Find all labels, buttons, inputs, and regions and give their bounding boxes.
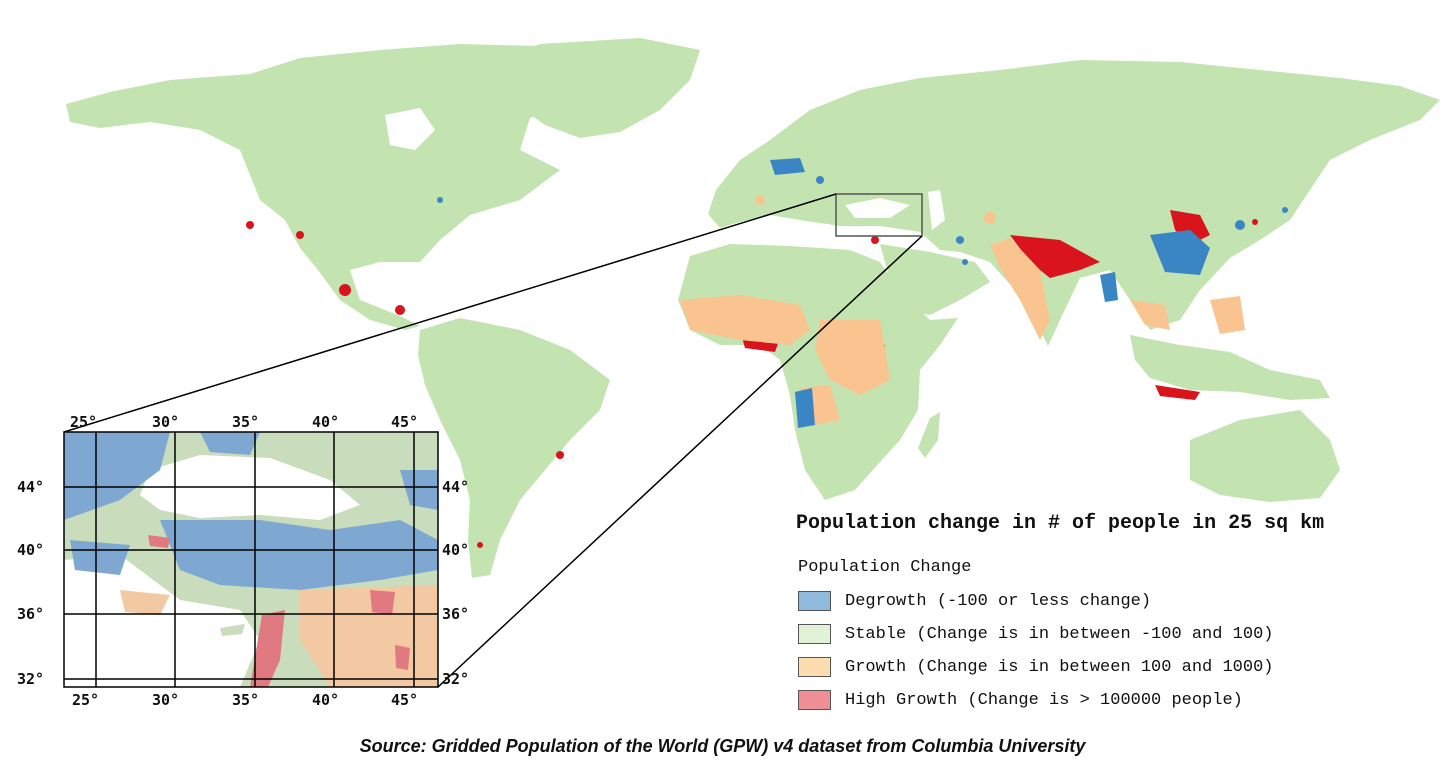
lon-label-top: 35° [232,413,259,431]
greenland-landmass [470,38,700,138]
legend-swatch-growth [798,657,831,677]
australia-landmass [1190,410,1340,502]
hudson-bay [385,108,435,150]
lat-label-left: 32° [17,670,44,688]
north-america-landmass [66,44,650,330]
lat-label-right: 32° [442,670,469,688]
legend-label: High Growth (Change is > 100000 people) [845,690,1243,710]
legend-label: Growth (Change is in between 100 and 100… [845,657,1274,677]
lat-label-right: 36° [442,605,469,623]
legend-title: Population change in # of people in 25 s… [796,512,1325,535]
legend-item-stable: Stable (Change is in between -100 and 10… [798,622,1273,646]
legend-label: Stable (Change is in between -100 and 10… [845,624,1274,644]
lon-label-bottom: 45° [391,691,418,709]
lon-label-bottom: 40° [312,691,339,709]
south-america-landmass [418,318,610,578]
inset-connector-line [437,235,923,688]
inset-connector-line [63,193,837,433]
growth-regions [680,195,1245,425]
lon-label-bottom: 35° [232,691,259,709]
legend-item-high-growth: High Growth (Change is > 100000 people) [798,688,1243,712]
lon-label-top: 25° [70,413,97,431]
source-caption: Source: Gridded Population of the World … [359,736,1086,756]
zoom-region-box [835,193,923,237]
lat-label-right: 40° [442,541,469,559]
legend-swatch-degrowth [798,591,831,611]
legend-heading: Population Change [798,558,972,577]
japan-landmass [1258,180,1300,238]
lon-label-bottom: 30° [152,691,179,709]
lon-label-top: 30° [152,413,179,431]
black-sea [845,198,910,218]
lat-label-left: 36° [17,605,44,623]
inset-graticule [64,432,438,687]
inset-mediterranean [64,555,260,687]
inset-map: 25° 30° 35° 40° 45° 25° 30° 35° 40° 45° … [17,413,469,709]
inset-cyprus [220,624,245,636]
inset-high-growth [148,535,410,687]
southeast-asia-islands [1130,335,1330,400]
legend-item-growth: Growth (Change is in between 100 and 100… [798,655,1273,679]
mediterranean-sea [740,222,870,246]
legend-swatch-stable [798,624,831,644]
lat-label-right: 44° [442,478,469,496]
degrowth-regions [437,158,1288,428]
eurasia-landmass [708,60,1440,346]
lon-label-bottom: 25° [72,691,99,709]
legend-swatch-high-growth [798,690,831,710]
lat-label-left: 40° [17,541,44,559]
lon-label-top: 40° [312,413,339,431]
legend-label: Degrowth (-100 or less change) [845,591,1152,611]
lat-label-left: 44° [17,478,44,496]
caspian-sea [928,190,945,230]
madagascar-landmass [918,412,940,458]
lon-label-top: 45° [391,413,418,431]
legend-item-degrowth: Degrowth (-100 or less change) [798,589,1151,613]
